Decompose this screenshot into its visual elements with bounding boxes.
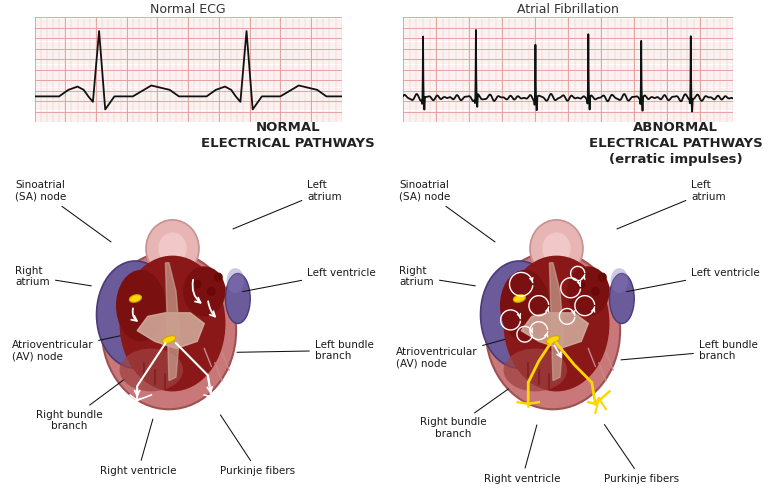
Text: Left ventricle: Left ventricle xyxy=(627,268,760,292)
Text: ABNORMAL
ELECTRICAL PATHWAYS
(erratic impulses): ABNORMAL ELECTRICAL PATHWAYS (erratic im… xyxy=(589,121,763,166)
Ellipse shape xyxy=(97,261,174,368)
Text: Atrioventricular
(AV) node: Atrioventricular (AV) node xyxy=(396,332,533,369)
Ellipse shape xyxy=(207,287,216,296)
Ellipse shape xyxy=(120,255,226,391)
Title: Normal ECG: Normal ECG xyxy=(151,3,226,16)
Text: NORMAL
ELECTRICAL PATHWAYS: NORMAL ELECTRICAL PATHWAYS xyxy=(201,121,375,150)
Ellipse shape xyxy=(502,277,545,327)
Ellipse shape xyxy=(513,295,525,302)
Ellipse shape xyxy=(116,270,165,342)
Ellipse shape xyxy=(504,255,610,391)
Text: Atrioventricular
(AV) node: Atrioventricular (AV) node xyxy=(12,330,149,361)
Ellipse shape xyxy=(591,287,600,296)
Ellipse shape xyxy=(214,272,223,281)
Ellipse shape xyxy=(611,268,628,293)
Ellipse shape xyxy=(598,272,607,281)
Text: Left bundle
branch: Left bundle branch xyxy=(237,340,374,361)
Ellipse shape xyxy=(193,280,202,289)
Polygon shape xyxy=(165,263,180,380)
Ellipse shape xyxy=(146,220,199,277)
Text: Right ventricle: Right ventricle xyxy=(484,425,561,484)
Ellipse shape xyxy=(486,252,620,409)
Ellipse shape xyxy=(577,280,586,289)
Ellipse shape xyxy=(227,268,244,293)
Ellipse shape xyxy=(102,252,236,409)
Ellipse shape xyxy=(183,266,226,316)
Text: Right
atrium: Right atrium xyxy=(15,266,91,287)
Ellipse shape xyxy=(500,270,549,342)
Text: Left
atrium: Left atrium xyxy=(617,180,726,229)
Ellipse shape xyxy=(158,233,187,264)
Ellipse shape xyxy=(546,336,560,344)
Ellipse shape xyxy=(129,295,141,302)
Ellipse shape xyxy=(226,273,250,324)
Ellipse shape xyxy=(504,349,567,391)
Text: Purkinje fibers: Purkinje fibers xyxy=(604,425,679,484)
Text: Right bundle
branch: Right bundle branch xyxy=(420,389,508,439)
Polygon shape xyxy=(521,313,588,349)
Ellipse shape xyxy=(567,266,610,316)
Ellipse shape xyxy=(610,273,634,324)
Text: Right ventricle: Right ventricle xyxy=(100,419,177,476)
Polygon shape xyxy=(137,313,204,349)
Ellipse shape xyxy=(118,277,160,327)
Ellipse shape xyxy=(162,336,176,344)
Text: Sinoatrial
(SA) node: Sinoatrial (SA) node xyxy=(15,180,111,242)
Text: Sinoatrial
(SA) node: Sinoatrial (SA) node xyxy=(399,180,495,242)
Ellipse shape xyxy=(481,261,558,368)
Polygon shape xyxy=(549,263,564,380)
Text: Left ventricle: Left ventricle xyxy=(243,268,376,292)
Ellipse shape xyxy=(530,220,583,277)
Ellipse shape xyxy=(120,349,183,391)
Ellipse shape xyxy=(542,233,571,264)
Text: Left
atrium: Left atrium xyxy=(233,180,342,229)
Text: Right bundle
branch: Right bundle branch xyxy=(36,379,124,431)
Text: Right
atrium: Right atrium xyxy=(399,266,475,287)
Text: Purkinje fibers: Purkinje fibers xyxy=(220,415,295,476)
Text: Left bundle
branch: Left bundle branch xyxy=(621,340,758,361)
Title: Atrial Fibrillation: Atrial Fibrillation xyxy=(518,3,619,16)
